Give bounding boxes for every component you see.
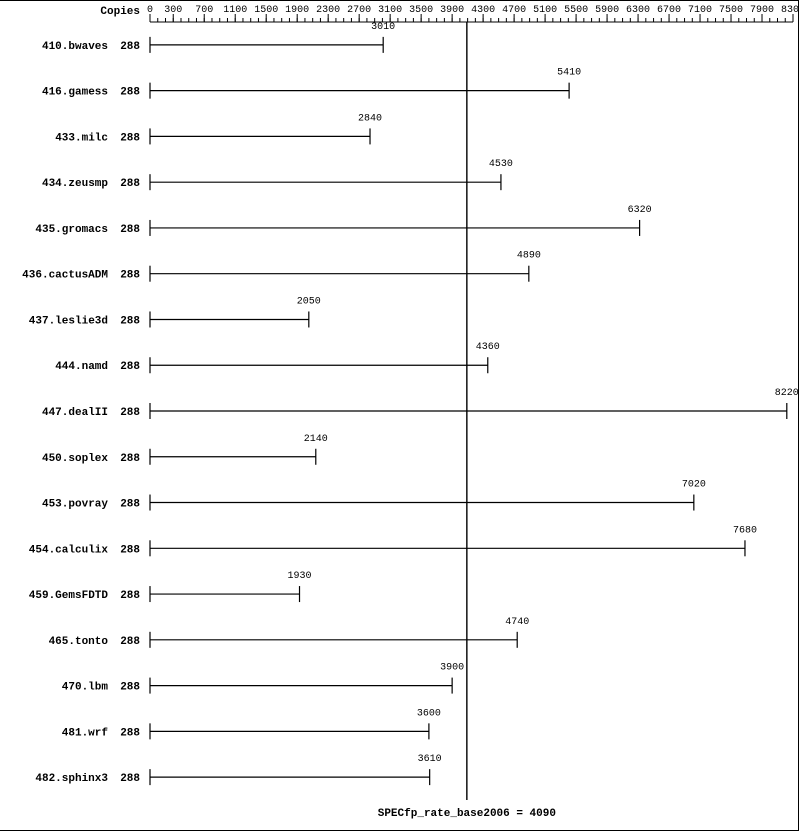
x-tick-label: 0 <box>147 5 153 16</box>
x-tick-label: 2300 <box>316 5 340 16</box>
benchmark-name: 434.zeusmp <box>42 178 108 190</box>
x-tick-label: 8300 <box>781 5 799 16</box>
benchmark-value: 7020 <box>682 480 706 491</box>
x-tick-label: 300 <box>164 5 182 16</box>
benchmark-copies: 288 <box>120 224 140 236</box>
benchmark-value: 3900 <box>440 663 464 674</box>
x-tick-label: 6700 <box>657 5 681 16</box>
x-tick-label: 5500 <box>564 5 588 16</box>
benchmark-copies: 288 <box>120 544 140 556</box>
benchmark-name: 437.leslie3d <box>29 315 108 327</box>
benchmark-value: 3600 <box>417 708 441 719</box>
benchmark-copies: 288 <box>120 727 140 739</box>
x-tick-label: 1900 <box>285 5 309 16</box>
benchmark-name: 454.calculix <box>29 544 109 556</box>
benchmark-value: 4740 <box>505 617 529 628</box>
benchmark-value: 2140 <box>304 434 328 445</box>
benchmark-value: 6320 <box>628 205 652 216</box>
x-tick-label: 3900 <box>440 5 464 16</box>
benchmark-value: 5410 <box>557 68 581 79</box>
benchmark-name: 410.bwaves <box>42 41 108 53</box>
benchmark-value: 4890 <box>517 251 541 262</box>
benchmark-value: 4530 <box>489 159 513 170</box>
benchmark-copies: 288 <box>120 87 140 99</box>
x-tick-label: 3100 <box>378 5 402 16</box>
benchmark-name: 450.soplex <box>42 453 108 465</box>
benchmark-name: 444.namd <box>55 361 108 373</box>
benchmark-value: 2050 <box>297 296 321 307</box>
benchmark-value: 8220 <box>775 388 799 399</box>
benchmark-value: 2840 <box>358 113 382 124</box>
x-tick-label: 7900 <box>750 5 774 16</box>
x-tick-label: 6300 <box>626 5 650 16</box>
spec-rate-chart: 0 300 700 1100 1500 1900 2300 2700 3100 3500 3900 4… <box>0 0 799 831</box>
x-tick-label: 7100 <box>688 5 712 16</box>
x-tick-label: 5100 <box>533 5 557 16</box>
benchmark-name: 482.sphinx3 <box>35 773 108 785</box>
x-tick-label: 4300 <box>471 5 495 16</box>
benchmark-name: 416.gamess <box>42 87 108 99</box>
benchmark-name: 470.lbm <box>62 682 109 694</box>
benchmark-name: 435.gromacs <box>35 224 108 236</box>
benchmark-copies: 288 <box>120 270 140 282</box>
benchmark-copies: 288 <box>120 682 140 694</box>
x-tick-label: 1500 <box>254 5 278 16</box>
benchmark-name: 447.dealII <box>42 407 108 419</box>
x-tick-label: 4700 <box>502 5 526 16</box>
benchmark-copies: 288 <box>120 315 140 327</box>
x-tick-label: 5900 <box>595 5 619 16</box>
benchmark-name: 453.povray <box>42 499 108 511</box>
x-tick-label: 1100 <box>223 5 247 16</box>
benchmark-value: 3010 <box>371 22 395 33</box>
benchmark-value: 1930 <box>288 571 312 582</box>
benchmark-copies: 288 <box>120 361 140 373</box>
x-tick-label: 2700 <box>347 5 371 16</box>
copies-column-header: Copies <box>100 6 140 18</box>
benchmark-value: 7680 <box>733 525 757 536</box>
baseline-label: SPECfp_rate_base2006 = 4090 <box>378 808 556 820</box>
x-tick-label: 700 <box>195 5 213 16</box>
benchmark-copies: 288 <box>120 132 140 144</box>
benchmark-copies: 288 <box>120 41 140 53</box>
x-tick-label: 7500 <box>719 5 743 16</box>
benchmark-copies: 288 <box>120 407 140 419</box>
benchmark-name: 481.wrf <box>62 727 109 739</box>
benchmark-copies: 288 <box>120 453 140 465</box>
benchmark-name: 436.cactusADM <box>22 270 108 282</box>
benchmark-value: 4360 <box>476 342 500 353</box>
benchmark-copies: 288 <box>120 499 140 511</box>
benchmark-copies: 288 <box>120 636 140 648</box>
benchmark-copies: 288 <box>120 773 140 785</box>
benchmark-value: 3610 <box>418 754 442 765</box>
benchmark-name: 433.milc <box>55 132 108 144</box>
benchmark-copies: 288 <box>120 590 140 602</box>
benchmark-name: 465.tonto <box>49 636 109 648</box>
benchmark-name: 459.GemsFDTD <box>29 590 109 602</box>
x-tick-label: 3500 <box>409 5 433 16</box>
benchmark-copies: 288 <box>120 178 140 190</box>
